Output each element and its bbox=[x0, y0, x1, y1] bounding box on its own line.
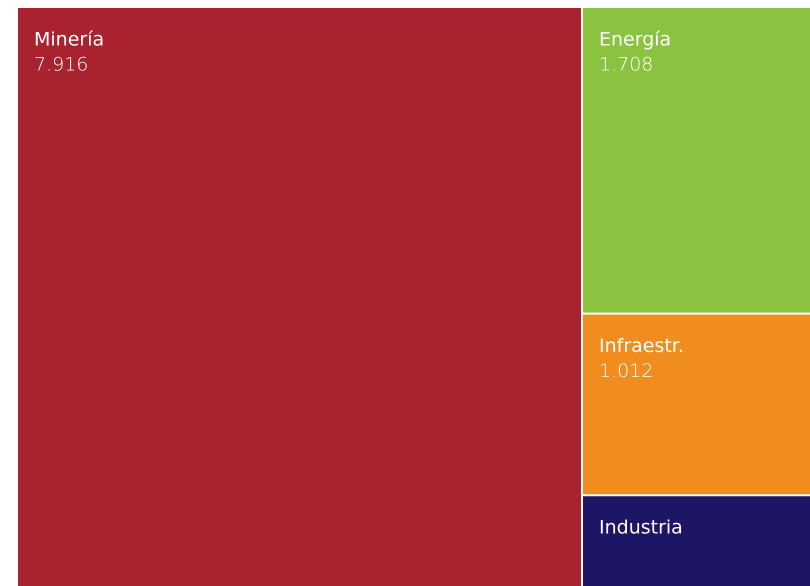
tile-value: 1.708 bbox=[599, 54, 653, 76]
tile bbox=[582, 8, 810, 313]
tile-label: Minería bbox=[34, 29, 104, 51]
tile bbox=[582, 496, 810, 586]
tile bbox=[18, 8, 581, 586]
tile-label: Infraestr. bbox=[599, 335, 684, 357]
tile-value: 7.916 bbox=[34, 54, 88, 76]
tile bbox=[582, 314, 810, 495]
tile-label: Industria bbox=[599, 517, 683, 539]
tile-value: 1.012 bbox=[599, 360, 653, 382]
tile-label: Energía bbox=[599, 29, 671, 51]
